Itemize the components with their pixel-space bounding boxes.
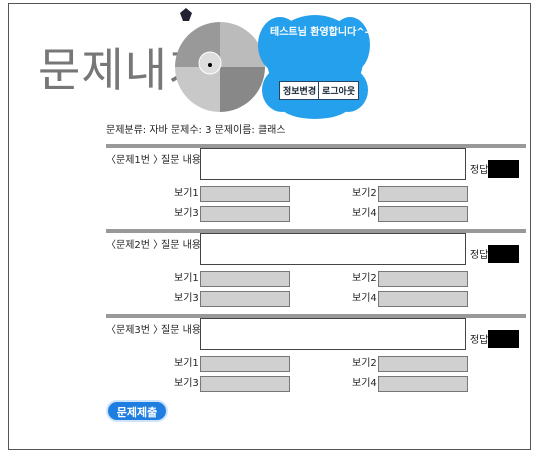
menu-graphics: [170, 5, 370, 125]
logout-button[interactable]: 로그아웃: [318, 81, 359, 100]
option-label: 보기3: [174, 378, 199, 390]
question-number: 〈문제3번 〉: [106, 325, 163, 337]
option-input[interactable]: [378, 291, 468, 307]
answer-input[interactable]: [488, 330, 519, 348]
question-input[interactable]: [200, 148, 466, 180]
answer-label: 정답: [470, 335, 488, 347]
answer-label: 정답: [470, 165, 488, 177]
option-input[interactable]: [378, 356, 468, 372]
pie-menu: [175, 8, 265, 112]
page: 문제내기 테스트님 환영합니다^-^ 정보변경 로그아웃 문제분류: 자바 문제…: [0, 0, 540, 441]
option-input[interactable]: [200, 206, 290, 222]
option-input[interactable]: [200, 271, 290, 287]
option-label: 보기1: [174, 188, 199, 200]
option-input[interactable]: [378, 186, 468, 202]
option-label: 보기2: [352, 273, 377, 285]
option-input[interactable]: [200, 376, 290, 392]
question-input[interactable]: [200, 318, 466, 350]
answer-input[interactable]: [488, 245, 519, 263]
option-label: 보기4: [352, 208, 377, 220]
option-label: 보기3: [174, 208, 199, 220]
question-label: 질문 내용: [161, 240, 201, 252]
option-input[interactable]: [378, 271, 468, 287]
option-input[interactable]: [200, 291, 290, 307]
quiz-info: 문제분류: 자바 문제수: 3 문제이름: 클래스: [106, 125, 286, 137]
question-input[interactable]: [200, 233, 466, 265]
answer-label: 정답: [470, 250, 488, 262]
question-label: 질문 내용: [161, 155, 201, 167]
question-number: 〈문제1번 〉: [106, 155, 163, 167]
option-label: 보기4: [352, 378, 377, 390]
answer-input[interactable]: [488, 160, 519, 178]
option-label: 보기1: [174, 273, 199, 285]
question-number: 〈문제2번 〉: [106, 240, 163, 252]
option-input[interactable]: [200, 186, 290, 202]
option-input[interactable]: [200, 356, 290, 372]
submit-button[interactable]: 문제제출: [106, 400, 168, 422]
option-label: 보기2: [352, 188, 377, 200]
option-input[interactable]: [378, 376, 468, 392]
welcome-text: 테스트님 환영합니다^-^: [270, 27, 377, 39]
option-label: 보기2: [352, 358, 377, 370]
option-label: 보기3: [174, 293, 199, 305]
question-label: 질문 내용: [161, 325, 201, 337]
option-label: 보기1: [174, 358, 199, 370]
option-input[interactable]: [378, 206, 468, 222]
edit-info-button[interactable]: 정보변경: [279, 81, 320, 100]
option-label: 보기4: [352, 293, 377, 305]
